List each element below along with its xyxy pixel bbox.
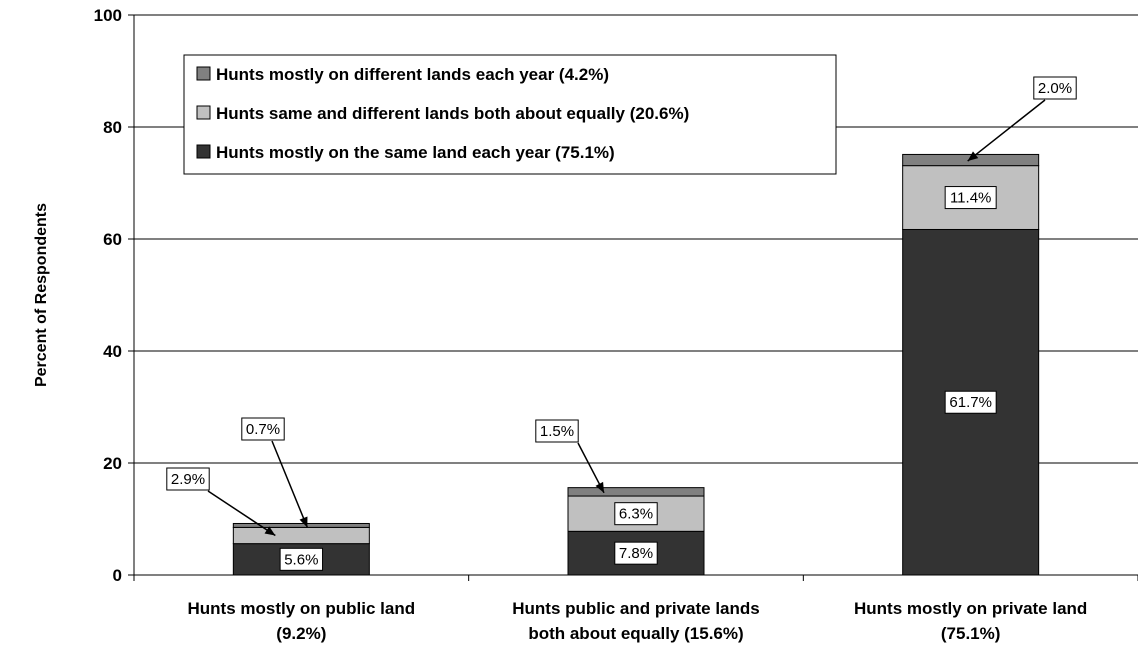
bar-segment [567, 487, 705, 497]
data-label: 2.0% [1038, 80, 1072, 97]
data-label-box [1033, 76, 1077, 100]
data-label-box [614, 502, 658, 526]
data-label: 1.5% [540, 423, 574, 440]
legend: Hunts mostly on different lands each yea… [183, 54, 837, 175]
data-label-box [614, 541, 658, 565]
data-label: 5.6% [284, 551, 318, 568]
callout-arrowhead [967, 151, 979, 162]
data-label: 7.8% [619, 545, 653, 562]
y-tick-label: 0 [113, 566, 122, 585]
bars [232, 153, 1040, 576]
data-label-box [944, 390, 997, 414]
data-label-box [535, 419, 579, 443]
x-category-label: Hunts mostly on public land [188, 599, 416, 618]
data-label-box [944, 186, 997, 210]
data-label: 2.9% [171, 471, 205, 488]
data-label-box [166, 467, 210, 491]
y-tick-label: 20 [103, 454, 122, 473]
bar-segment [232, 526, 370, 545]
legend-swatch [196, 105, 211, 120]
category-labels: Hunts mostly on public land (9.2%) Hunts p… [188, 599, 1088, 643]
data-label-box [241, 417, 285, 441]
x-category-label: (9.2%) [276, 624, 326, 643]
legend-swatch [196, 144, 211, 159]
legend-swatch [196, 66, 211, 81]
y-tick-label: 60 [103, 230, 122, 249]
callout-arrow-line [271, 440, 309, 528]
x-category-label: Hunts mostly on private land [854, 599, 1087, 618]
legend-entry: Hunts mostly on the same land each year … [216, 143, 615, 162]
y-axis-label: Percent of Respondents [33, 203, 50, 387]
callout-arrowhead [264, 526, 276, 536]
y-tick-labels: 0 20 40 60 80 100 [94, 6, 122, 585]
data-label: 6.3% [619, 506, 653, 523]
data-label: 11.4% [950, 190, 991, 207]
data-label: 0.7% [246, 421, 280, 438]
callout-arrowhead [595, 481, 604, 493]
x-category-label: Hunts public and private lands [512, 599, 759, 618]
callout-arrow-line [967, 99, 1046, 162]
y-tick-label: 40 [103, 342, 122, 361]
callout-arrowhead [299, 516, 308, 528]
bar-segment [232, 522, 370, 528]
axes [128, 14, 1138, 581]
data-labels: 5.6% 7.8% 61.7% 6.3% 11.4% 2.9% 0.7% 1.5% 2.0% [166, 76, 1077, 571]
legend-entry: Hunts same and different lands both abou… [216, 104, 689, 123]
data-label: 61.7% [949, 394, 992, 411]
x-category-label: (75.1%) [941, 624, 1001, 643]
callout-arrow-line [207, 490, 276, 537]
legend-entry: Hunts mostly on different lands each yea… [216, 65, 609, 84]
x-category-label: both about equally (15.6%) [528, 624, 743, 643]
y-tick-label: 100 [94, 6, 122, 25]
y-tick-label: 80 [103, 118, 122, 137]
data-label-box [279, 547, 324, 571]
legend-frame [183, 54, 837, 175]
